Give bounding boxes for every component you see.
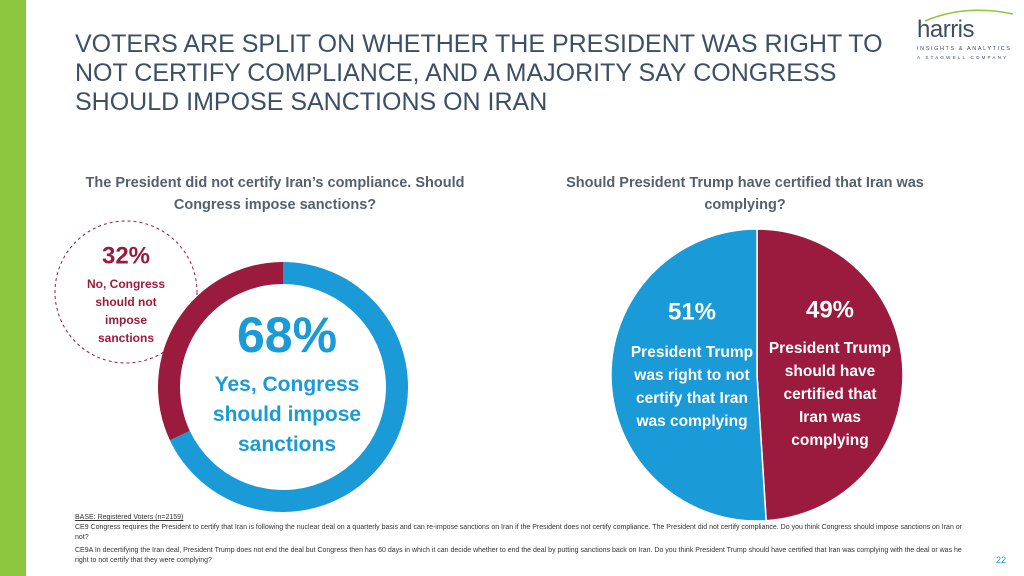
- value-label: 51%: [668, 298, 716, 325]
- chart-title: The President did not certify Iran’s com…: [85, 175, 465, 213]
- logo-company: A STAGWELL COMPANY: [917, 55, 1009, 60]
- logo-tagline: INSIGHTS & ANALYTICS: [917, 46, 1012, 52]
- pie-slice: [610, 228, 767, 522]
- pie-slice: [756, 228, 904, 522]
- value-label: 49%: [806, 296, 854, 323]
- slide-title: VOTERS ARE SPLIT ON WHETHER THE PRESIDEN…: [75, 30, 883, 116]
- footnote-base: BASE: Registered Voters (n=2159): [75, 514, 184, 521]
- logo-name: harris: [917, 16, 975, 43]
- category-label: President Trump should have certified th…: [768, 340, 892, 449]
- value-label: 68%: [237, 307, 337, 363]
- footnote: CE9A In decertifying the Iran deal, Pres…: [75, 547, 962, 564]
- category-label: No, Congress should not impose sanctions: [86, 277, 165, 345]
- callout-circle: [54, 220, 198, 364]
- page-number: 22: [996, 555, 1007, 565]
- value-label: 32%: [102, 242, 150, 269]
- logo-swoosh: [924, 9, 1014, 22]
- footnote: CE9 Congress requires the President to c…: [75, 524, 963, 541]
- category-label: President Trump was right to not certify…: [630, 344, 754, 430]
- category-label: Yes, Congress should impose sanctions: [212, 373, 362, 456]
- accent-bar: [0, 0, 26, 576]
- chart-title: Should President Trump have certified th…: [566, 175, 924, 213]
- donut-segment: [158, 262, 283, 441]
